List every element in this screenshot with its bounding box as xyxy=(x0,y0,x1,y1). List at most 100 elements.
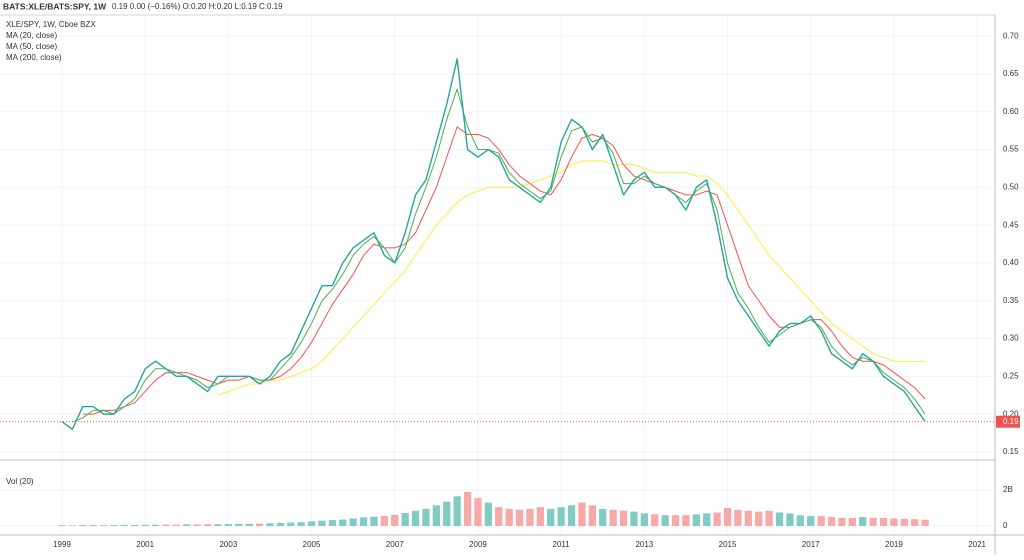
volume-bar xyxy=(786,513,794,526)
volume-bar xyxy=(879,517,888,526)
series-line xyxy=(217,160,926,396)
volume-bar xyxy=(245,523,253,526)
chart-title: BATS:XLE/BATS:SPY, 1W xyxy=(3,1,107,11)
labels: BATS:XLE/BATS:SPY, 1W 0.19 0.00 (−0.16%)… xyxy=(3,1,1020,549)
volume-bar xyxy=(110,525,118,526)
volume-bar xyxy=(671,515,680,526)
volume-bar xyxy=(744,510,752,526)
volume-bar xyxy=(755,511,763,526)
volume-bar xyxy=(172,524,181,526)
volume-bar xyxy=(588,505,596,526)
volume-bar xyxy=(131,524,139,526)
volume-bar xyxy=(339,519,347,526)
volume-bar xyxy=(547,508,555,526)
volume-bar xyxy=(609,509,617,526)
y-tick-label: 0.30 xyxy=(1003,334,1019,343)
legend-entry: MA (20, close) xyxy=(6,31,57,40)
volume-bar xyxy=(599,508,607,526)
x-tick-label: 2015 xyxy=(719,540,737,549)
y-tick-label: 0.40 xyxy=(1003,258,1019,267)
volume-bar xyxy=(484,502,492,526)
volume-bar xyxy=(370,516,378,526)
x-tick-label: 2007 xyxy=(386,540,404,549)
volume-bar xyxy=(619,510,628,526)
volume-bar xyxy=(526,508,534,526)
volume-bar xyxy=(203,524,212,526)
volume-bar xyxy=(141,524,149,526)
x-tick-label: 2017 xyxy=(802,540,820,549)
volume-bar xyxy=(495,507,503,526)
y-tick-label: 0.20 xyxy=(1003,409,1019,418)
volume-bar xyxy=(58,525,66,526)
legend-entry: MA (50, close) xyxy=(6,42,57,51)
volume-bar xyxy=(162,524,170,526)
volume-bar xyxy=(817,516,825,526)
volume-bar xyxy=(640,513,648,526)
volume-bar xyxy=(463,491,472,526)
x-tick-label: 2019 xyxy=(885,540,903,549)
volume-bar xyxy=(328,520,336,526)
volume-bar xyxy=(401,513,409,526)
volume-bar xyxy=(911,519,919,526)
volume-bar xyxy=(99,525,108,526)
volume-bar xyxy=(443,501,451,526)
legend-entry: MA (200, close) xyxy=(6,53,62,62)
volume-tick-label: 2B xyxy=(1003,485,1013,494)
volume-bar xyxy=(89,525,97,526)
series-line xyxy=(61,58,926,430)
volume-bar xyxy=(79,525,87,526)
volume-bar xyxy=(432,505,440,526)
volume-bar xyxy=(692,514,700,526)
volume-bar xyxy=(266,523,274,526)
y-tick-label: 0.25 xyxy=(1003,371,1019,380)
volume-bar xyxy=(723,508,732,526)
series-line xyxy=(72,88,926,423)
volume-bar xyxy=(214,524,222,526)
last-price-label: 0.19 xyxy=(1003,417,1019,426)
volume-bar xyxy=(120,524,129,526)
volume-bar xyxy=(411,510,420,526)
volume-bar xyxy=(682,515,690,526)
volume-bar xyxy=(255,523,264,526)
volume-bar xyxy=(359,517,368,526)
volume-bar xyxy=(661,515,669,526)
volume-bar xyxy=(921,519,929,526)
volume-bar xyxy=(765,510,773,526)
volume-bar xyxy=(890,518,898,526)
volume-bar xyxy=(380,515,388,526)
volume-bar xyxy=(235,523,243,526)
volume-bar xyxy=(869,517,877,526)
y-tick-label: 0.70 xyxy=(1003,31,1019,40)
volume-bar xyxy=(505,508,513,526)
volume-bar xyxy=(713,512,721,526)
volume-bar xyxy=(536,507,544,526)
volume-bar xyxy=(151,524,160,526)
volume-bar xyxy=(307,521,316,526)
volume-bar xyxy=(349,518,357,526)
volume-bar xyxy=(297,522,305,526)
volume-bar xyxy=(515,509,524,526)
x-tick-label: 2003 xyxy=(219,540,237,549)
volume-bar xyxy=(287,522,295,526)
x-tick-label: 1999 xyxy=(53,540,71,549)
volume-bar xyxy=(838,517,846,526)
volume-bar xyxy=(775,512,784,526)
volume-tick-label: 0 xyxy=(1003,521,1008,530)
y-tick-label: 0.65 xyxy=(1003,69,1019,78)
volume-bar xyxy=(900,518,908,526)
y-tick-label: 0.55 xyxy=(1003,145,1019,154)
volume-pane xyxy=(58,491,929,526)
chart-subtitle: 0.19 0.00 (−0.16%) O:0.20 H:0.20 L:0.19 … xyxy=(112,2,283,11)
x-tick-label: 2013 xyxy=(635,540,653,549)
x-tick-label: 2005 xyxy=(303,540,321,549)
y-tick-label: 0.15 xyxy=(1003,447,1019,456)
volume-bar xyxy=(807,516,815,526)
legend-entry: XLE/SPY, 1W, Cboe BZX xyxy=(6,20,96,29)
y-tick-label: 0.50 xyxy=(1003,182,1019,191)
x-tick-label: 2001 xyxy=(136,540,154,549)
volume-bar xyxy=(827,517,836,526)
volume-bar xyxy=(391,514,399,526)
volume-bar xyxy=(567,505,576,526)
volume-bar xyxy=(193,524,201,526)
